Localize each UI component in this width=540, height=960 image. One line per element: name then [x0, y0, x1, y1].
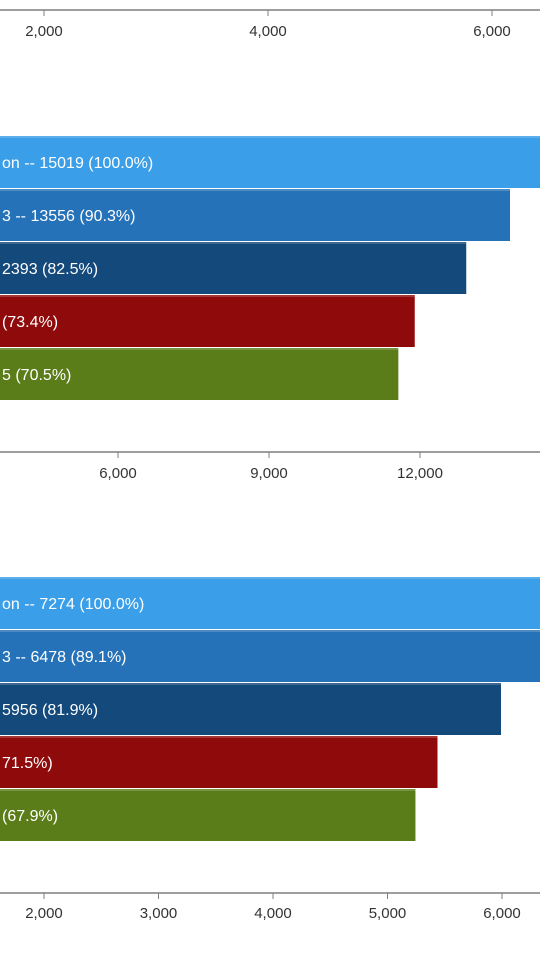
bar-label: on -- 15019 (100.0%) [2, 155, 153, 172]
bar-label: 5956 (81.9%) [2, 702, 98, 719]
bar [0, 577, 540, 629]
x-tick-label: 4,000 [254, 905, 292, 922]
x-tick-label: 3,000 [140, 905, 178, 922]
x-tick-label: 6,000 [483, 905, 521, 922]
bar-label: 71.5%) [2, 755, 53, 772]
bar-label: 3 -- 13556 (90.3%) [2, 208, 135, 225]
x-tick-label: 2,000 [25, 23, 63, 40]
bar-highlight [0, 789, 416, 791]
bar-label: (67.9%) [2, 808, 58, 825]
x-tick-label: 4,000 [249, 23, 287, 40]
bar [0, 736, 438, 788]
bar-label: on -- 7274 (100.0%) [2, 596, 144, 613]
x-tick-label: 2,000 [25, 905, 63, 922]
x-tick-label: 6,000 [473, 23, 511, 40]
bar-label: (73.4%) [2, 314, 58, 331]
bar [0, 683, 501, 735]
bar-highlight [0, 736, 438, 738]
x-tick-label: 5,000 [369, 905, 407, 922]
bar [0, 630, 540, 682]
bar-highlight [0, 295, 415, 297]
bar [0, 242, 467, 294]
bar-highlight [0, 630, 540, 632]
bar-label: 5 (70.5%) [2, 367, 71, 384]
bar [0, 348, 399, 400]
x-tick-label: 9,000 [250, 465, 288, 482]
bar-highlight [0, 577, 540, 579]
x-tick-label: 12,000 [397, 465, 443, 482]
bar [0, 295, 415, 347]
bar-highlight [0, 348, 399, 350]
x-tick-label: 6,000 [99, 465, 137, 482]
bar-label: 2393 (82.5%) [2, 261, 98, 278]
bar [0, 136, 540, 188]
bar-highlight [0, 189, 510, 191]
bar [0, 789, 416, 841]
bar [0, 189, 510, 241]
bar-highlight [0, 242, 467, 244]
bar-label: 3 -- 6478 (89.1%) [2, 649, 127, 666]
bar-highlight [0, 136, 540, 138]
bar-highlight [0, 683, 501, 685]
